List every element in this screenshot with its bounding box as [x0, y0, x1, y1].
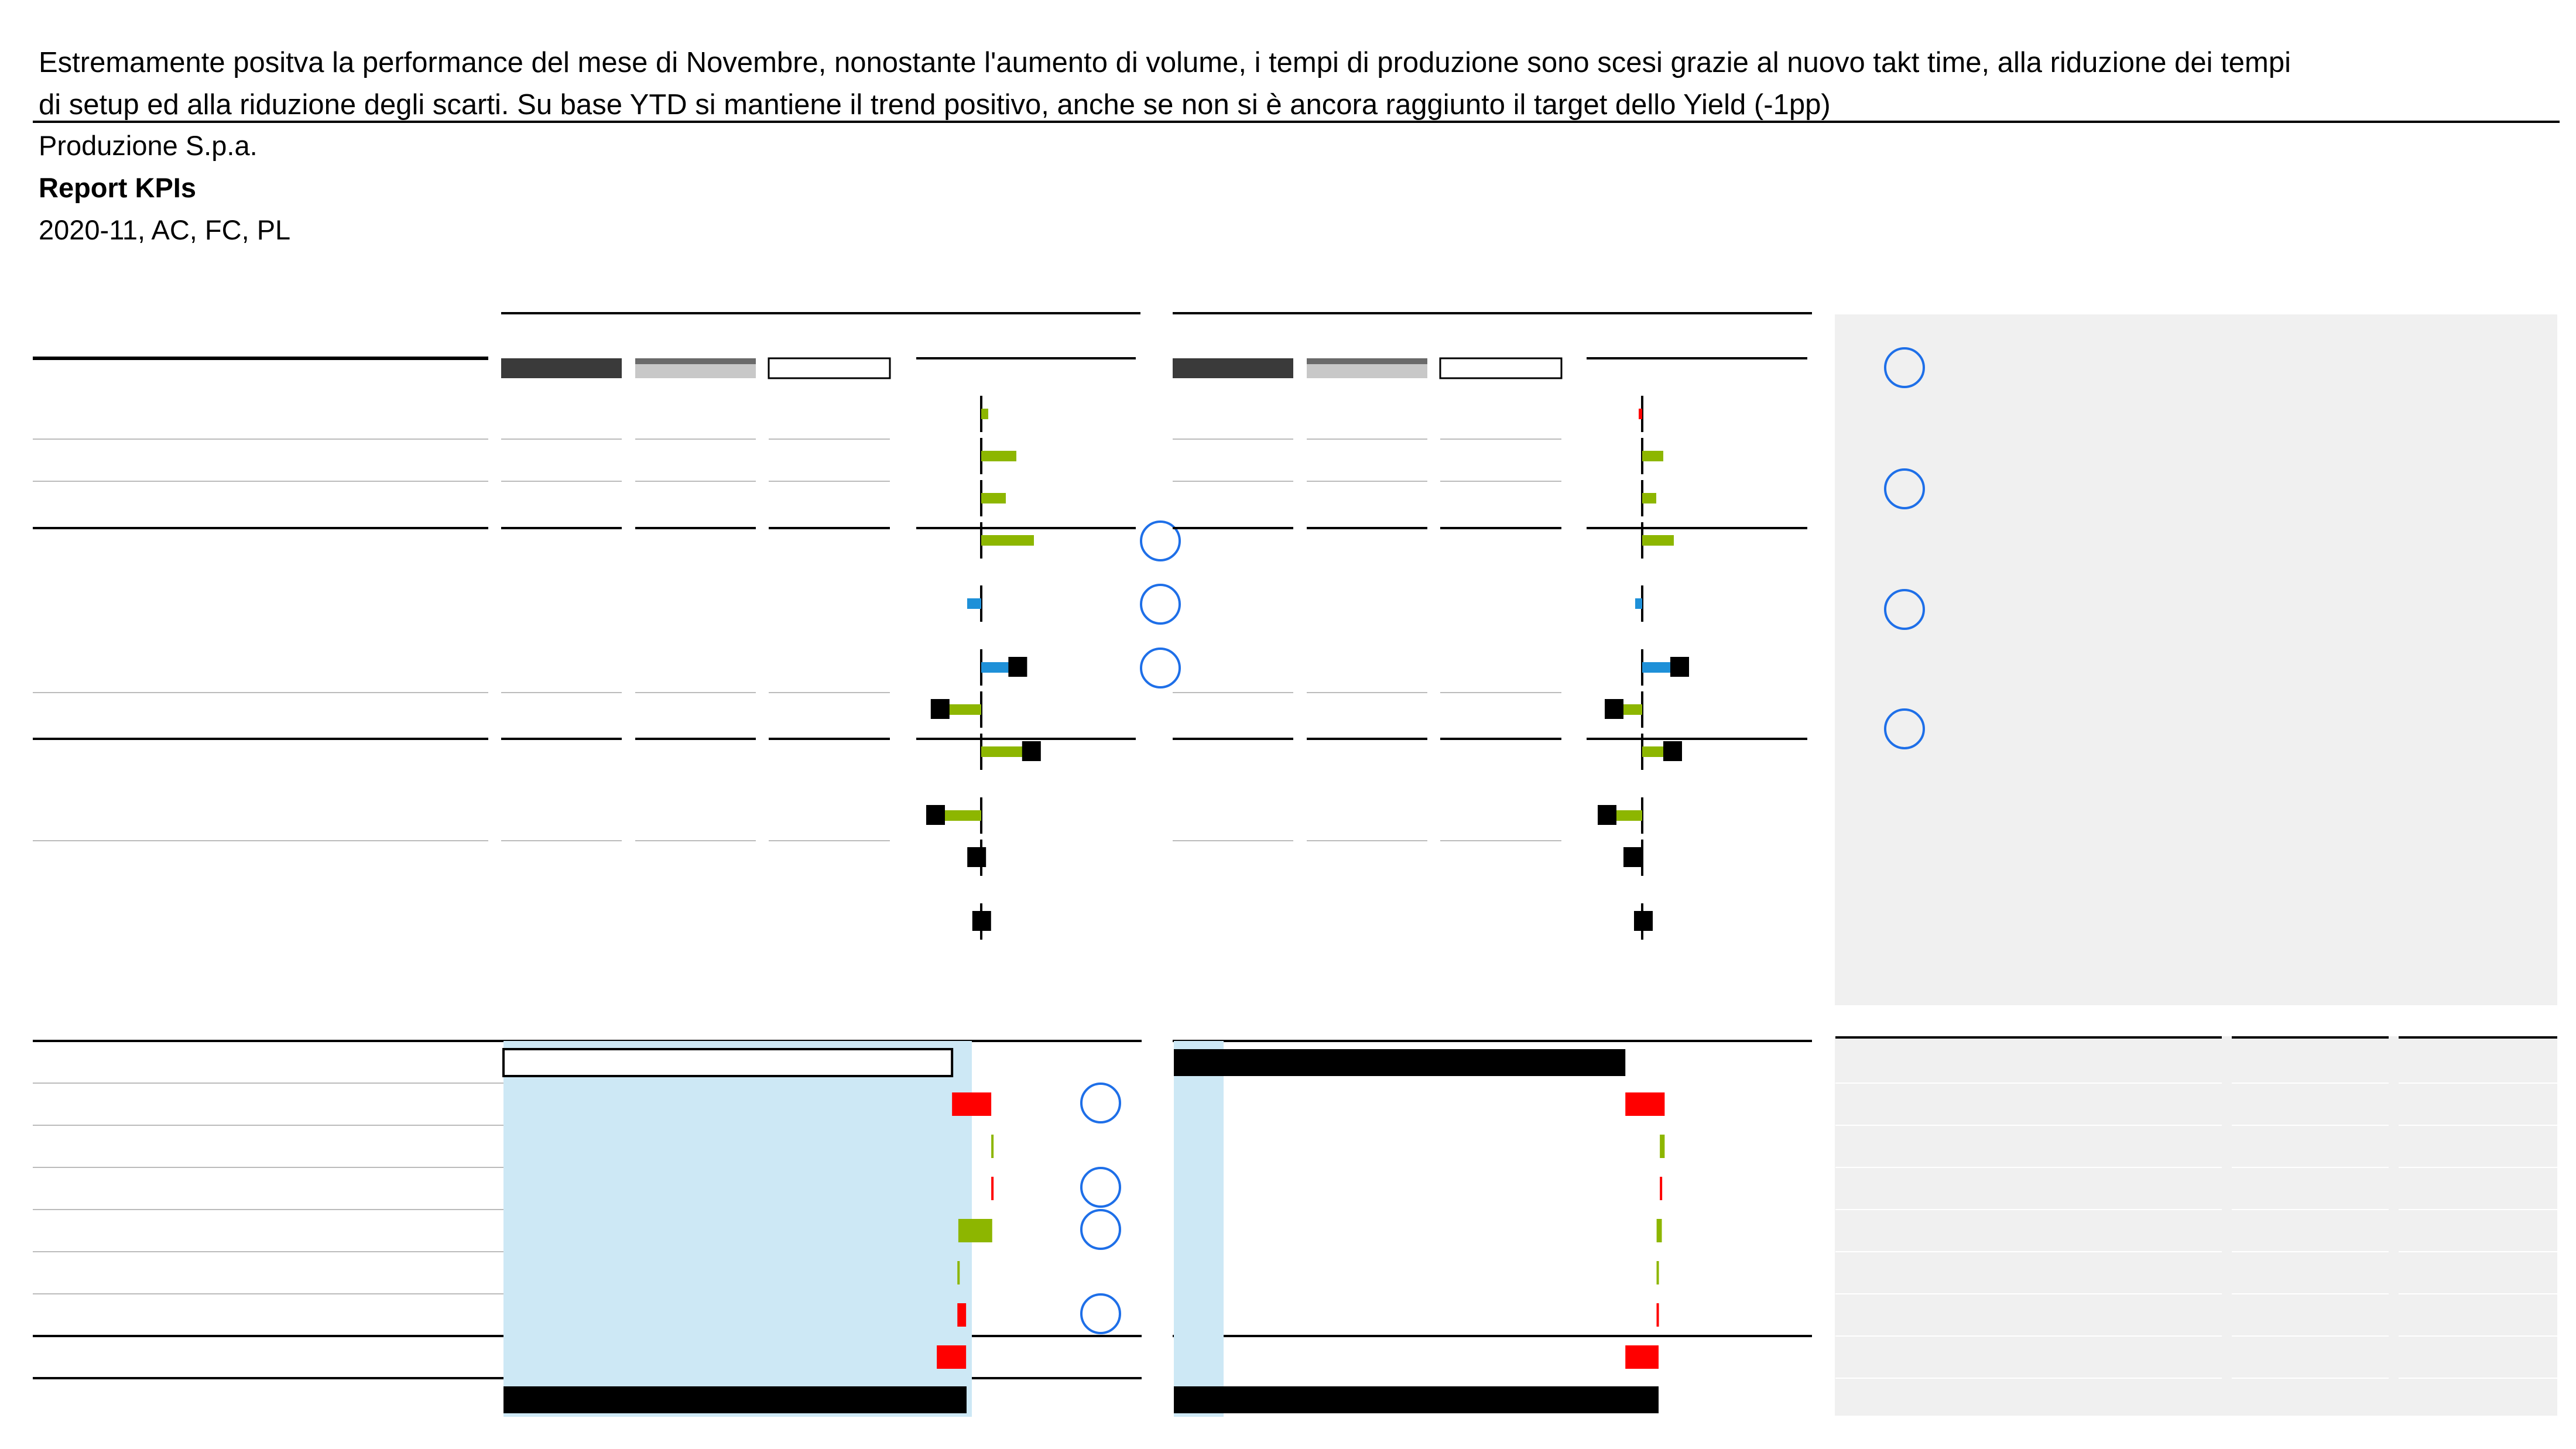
pl-indicator — [768, 357, 891, 379]
delta-bar — [1642, 535, 1674, 546]
comment-panel-bg — [1835, 314, 2557, 1005]
report-subtitle: 2020-11, AC, FC, PL — [39, 214, 290, 245]
note-circle — [1080, 1293, 1121, 1334]
note-circle — [1080, 1209, 1121, 1250]
delta-marker — [1008, 657, 1027, 677]
waterfall-bar — [991, 1135, 994, 1158]
note-circle — [1080, 1083, 1121, 1123]
delta-bar — [981, 409, 988, 419]
waterfall-bar — [1660, 1135, 1665, 1158]
delta-bar — [1639, 409, 1642, 419]
comment-circle — [1884, 468, 1925, 509]
delta-marker — [1623, 847, 1642, 867]
report-title: Report KPIs — [39, 172, 196, 203]
delta-marker — [1598, 805, 1616, 825]
delta-bar — [936, 810, 981, 821]
delta-bar — [981, 493, 1006, 503]
waterfall-bar — [1656, 1219, 1662, 1242]
delta-bar — [940, 704, 981, 715]
ac-indicator — [501, 358, 622, 378]
comment-line-2: di setup ed alla riduzione degli scarti.… — [39, 89, 1831, 121]
ex-indicator-top — [635, 358, 756, 364]
delta-marker — [1634, 911, 1653, 931]
delta-bar — [981, 535, 1034, 546]
delta-marker — [1022, 741, 1041, 761]
actions-table — [1835, 1036, 2557, 1421]
waterfall-bar — [1660, 1177, 1663, 1200]
delta-bar — [1642, 451, 1663, 461]
waterfall-bar — [952, 1092, 992, 1116]
note-circle — [1080, 1167, 1121, 1208]
waterfall-variance-bar — [937, 1345, 967, 1369]
waterfall-end-bar — [503, 1386, 967, 1413]
note-circle — [1140, 584, 1181, 625]
waterfall-bar — [1656, 1303, 1659, 1327]
waterfall-bar — [1656, 1261, 1659, 1284]
delta-marker — [1670, 657, 1689, 677]
delta-bar — [1635, 598, 1642, 609]
note-circle — [1140, 648, 1181, 688]
delta-marker — [930, 699, 950, 719]
comment-line-1: Estremamente positva la performance del … — [39, 47, 2291, 78]
waterfall-bar — [957, 1261, 960, 1284]
delta-marker — [926, 805, 945, 825]
company-name: Produzione S.p.a. — [39, 130, 258, 161]
comment-circle — [1884, 589, 1925, 630]
comment-panel — [1835, 314, 2557, 1416]
delta-marker — [1605, 699, 1623, 719]
waterfall-start-bar — [1174, 1049, 1626, 1076]
waterfall-background — [503, 1041, 972, 1417]
waterfall-variance-bar — [1625, 1345, 1659, 1369]
waterfall-bar — [958, 1219, 992, 1242]
waterfall-end-bar — [1174, 1386, 1659, 1413]
comment-circle — [1884, 347, 1925, 388]
kpi-table-body — [33, 396, 1807, 940]
waterfall-bar — [991, 1177, 994, 1200]
actions-panel-bg — [1835, 1036, 2557, 1416]
ac-indicator — [1173, 358, 1293, 378]
note-circle — [1140, 520, 1181, 561]
delta-marker — [972, 911, 991, 931]
waterfall-background — [1174, 1041, 1224, 1417]
pl-indicator — [1439, 357, 1563, 379]
comment-circle — [1884, 708, 1925, 749]
kpi-table-header — [33, 312, 1812, 379]
delta-bar — [981, 451, 1016, 461]
delta-bar — [1642, 493, 1656, 503]
comment-list — [1884, 347, 1925, 749]
waterfall-bar — [1625, 1092, 1665, 1116]
waterfall-bar — [957, 1303, 967, 1327]
delta-bar — [967, 598, 981, 609]
delta-marker — [967, 847, 986, 867]
cost-waterfall — [33, 1040, 1812, 1417]
delta-marker — [1663, 741, 1682, 761]
delta-bar — [981, 746, 1032, 757]
ex-indicator-top — [1307, 358, 1427, 364]
waterfall-start-bar — [502, 1048, 954, 1077]
